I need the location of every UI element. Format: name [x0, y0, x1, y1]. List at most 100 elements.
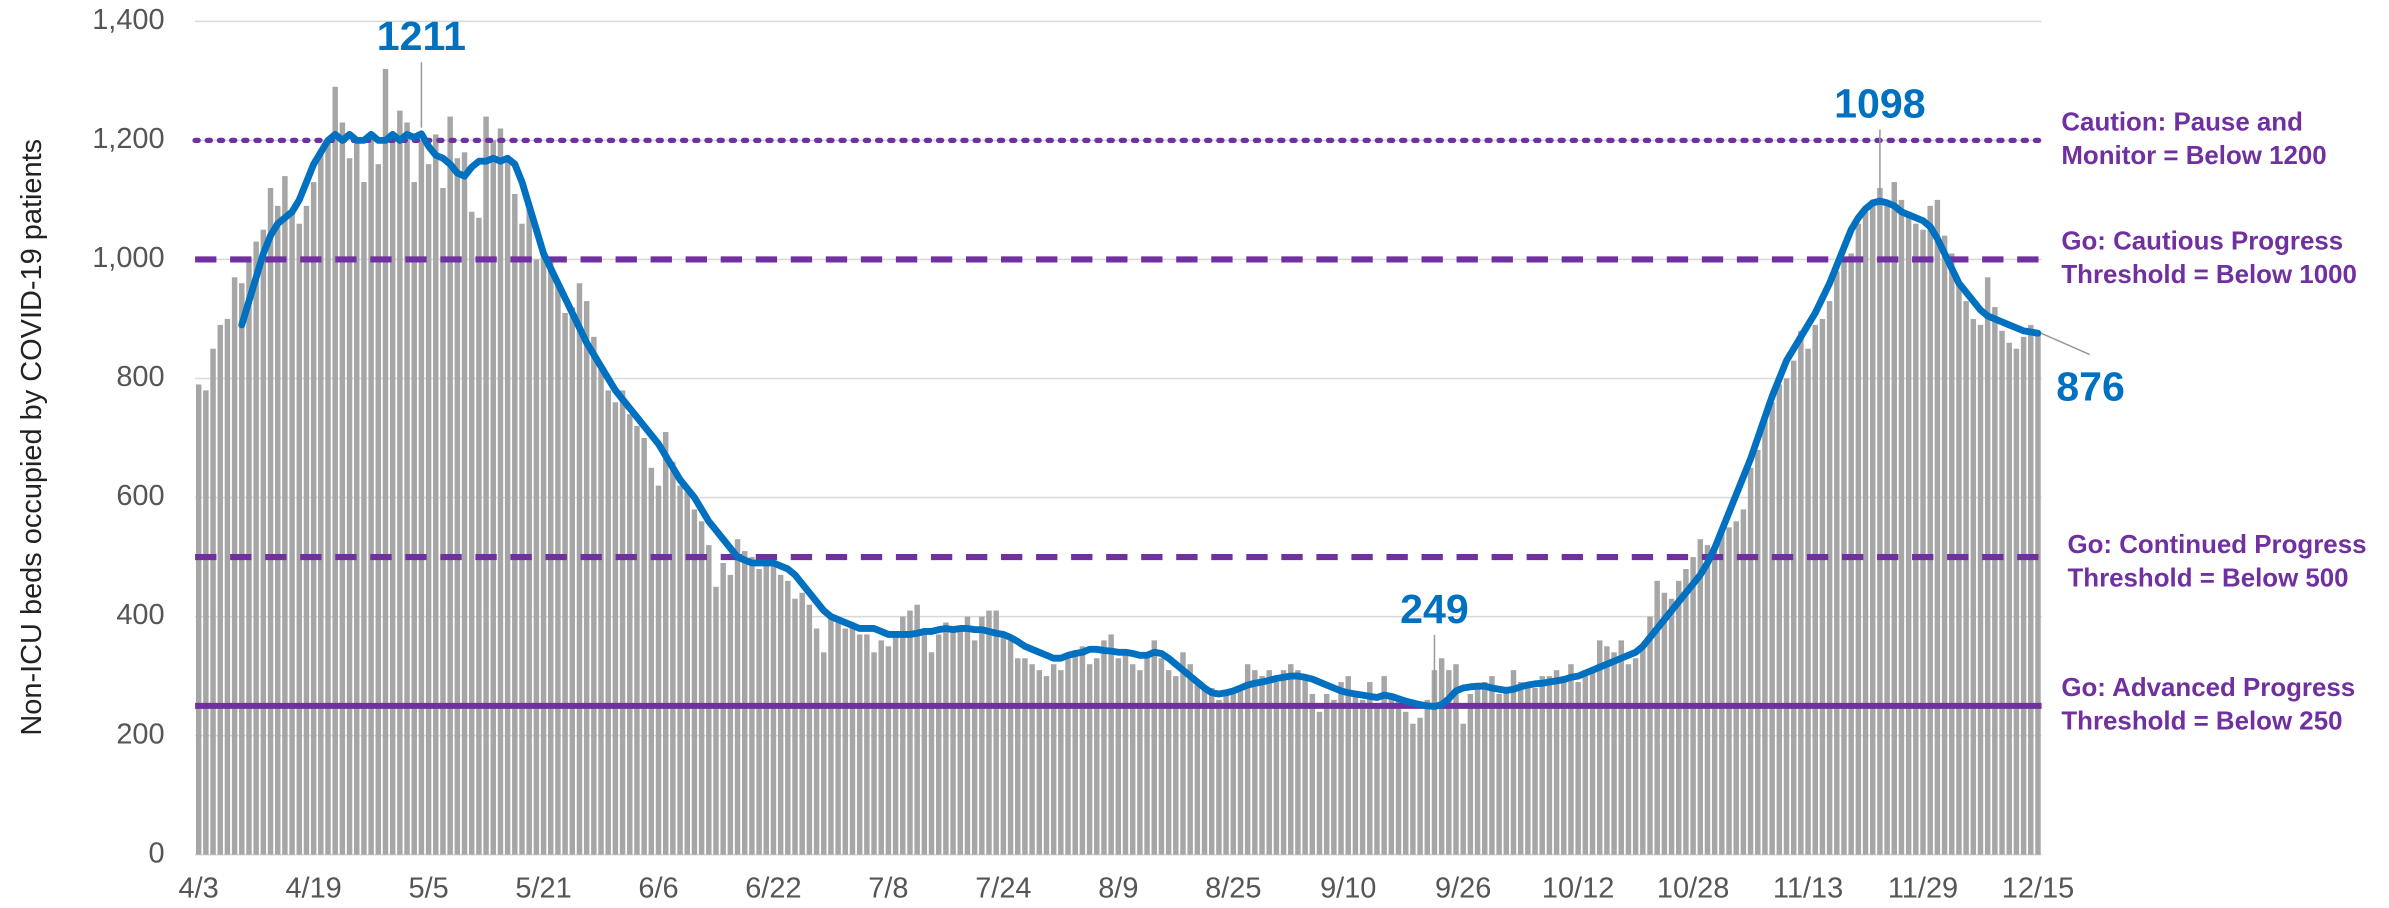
bar — [964, 616, 971, 855]
bar — [871, 652, 877, 855]
bar — [318, 152, 324, 855]
bar — [1137, 670, 1143, 855]
bar — [1244, 664, 1251, 855]
bar — [2035, 330, 2041, 855]
bar — [727, 574, 734, 855]
bar — [1898, 199, 1905, 855]
bar — [662, 432, 669, 855]
bar — [1539, 676, 1545, 855]
bar — [1288, 664, 1294, 855]
bar — [598, 366, 604, 855]
bar — [562, 313, 568, 855]
bar — [842, 628, 849, 855]
bar — [1395, 699, 1402, 855]
bar — [217, 324, 223, 855]
y-tick-label: 1,000 — [92, 242, 164, 274]
bar — [533, 259, 540, 855]
bar — [1510, 670, 1517, 855]
bar — [1596, 640, 1603, 855]
threshold-label: Threshold = Below 250 — [2061, 707, 2342, 735]
bar — [1237, 688, 1244, 855]
bar — [892, 634, 899, 855]
x-tick-label: 7/8 — [868, 872, 908, 904]
bar — [957, 628, 963, 855]
bar — [777, 574, 784, 855]
bar — [785, 580, 791, 855]
bar — [641, 438, 647, 855]
bar — [447, 116, 453, 855]
bar — [1561, 676, 1567, 855]
x-tick-label: 7/24 — [975, 872, 1031, 904]
bar — [935, 634, 942, 855]
bar — [1438, 658, 1445, 855]
bar — [1482, 682, 1488, 855]
bar — [1367, 682, 1373, 855]
bar — [210, 348, 216, 855]
x-tick-label: 4/3 — [179, 872, 219, 904]
bar — [1431, 670, 1438, 855]
bar — [1762, 420, 1768, 855]
bar — [1352, 693, 1359, 855]
bar — [1704, 545, 1711, 855]
bar — [1956, 283, 1962, 855]
x-tick-label: 8/9 — [1098, 872, 1138, 904]
x-tick-label: 12/15 — [2002, 872, 2074, 904]
bar — [1611, 652, 1617, 855]
bar — [1654, 580, 1660, 855]
bar — [282, 176, 288, 855]
y-axis-label: Non-ICU beds occupied by COVID-19 patien… — [16, 139, 48, 736]
x-tick-label: 10/28 — [1657, 872, 1729, 904]
bar — [1007, 640, 1014, 855]
bar — [907, 610, 913, 855]
y-tick-label: 400 — [116, 599, 164, 631]
bar — [339, 122, 346, 855]
bar — [1295, 670, 1301, 855]
bar — [411, 182, 417, 855]
bar — [1108, 634, 1114, 855]
bar — [1891, 182, 1898, 855]
bar — [706, 545, 712, 855]
bar — [1201, 688, 1208, 855]
bar — [1632, 658, 1639, 855]
bar — [1618, 640, 1624, 855]
bar — [1474, 688, 1481, 855]
bar — [1467, 693, 1474, 855]
bar — [526, 205, 532, 855]
bar — [1984, 277, 1991, 855]
bar — [461, 152, 468, 855]
bar — [849, 622, 856, 855]
bar — [828, 616, 834, 855]
bar — [1129, 664, 1136, 855]
bar — [1309, 693, 1316, 855]
bar — [1216, 699, 1222, 855]
x-tick-label: 11/29 — [1888, 872, 1958, 904]
bar — [490, 140, 496, 855]
bar — [1345, 676, 1351, 855]
bar — [619, 390, 626, 855]
bar — [971, 640, 978, 855]
y-tick-label: 200 — [116, 718, 164, 750]
bar — [404, 122, 410, 855]
bar — [1992, 307, 1998, 855]
bar — [1374, 705, 1380, 855]
bar — [1546, 676, 1553, 855]
bar — [2020, 336, 2027, 855]
bar — [253, 241, 259, 855]
bar — [433, 134, 439, 855]
x-tick-label: 6/22 — [745, 872, 801, 904]
bar — [1410, 723, 1416, 855]
bar — [1180, 652, 1186, 855]
bar — [1941, 235, 1948, 855]
x-tick-label: 5/21 — [515, 872, 571, 904]
bar — [1532, 688, 1538, 855]
bar — [1755, 449, 1761, 855]
bar — [1208, 688, 1215, 855]
bar — [1647, 616, 1653, 855]
bar — [346, 158, 353, 855]
bar — [504, 158, 511, 855]
threshold-label: Monitor = Below 1200 — [2061, 142, 2326, 170]
x-tick-label: 9/26 — [1435, 872, 1491, 904]
bar — [979, 616, 985, 855]
bar — [698, 521, 705, 855]
bar — [555, 283, 561, 855]
